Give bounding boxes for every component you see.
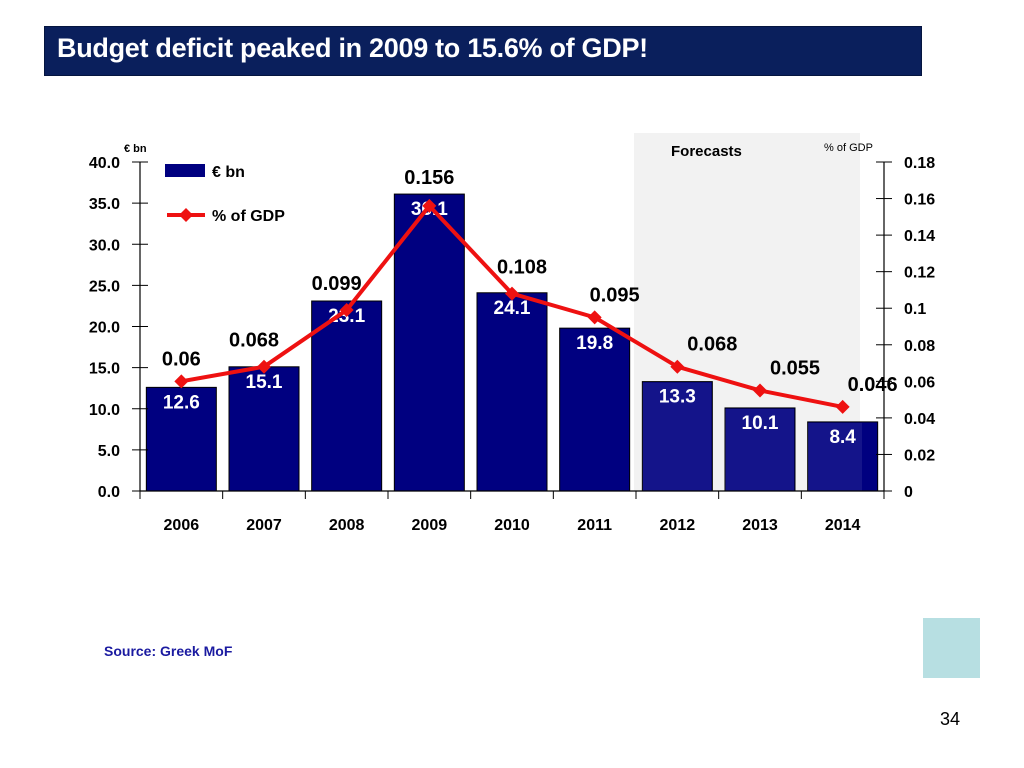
bar-value-label: 15.1: [246, 372, 283, 393]
bar-forecast-overlay: [807, 422, 862, 491]
right-axis-tick-label: 0.16: [904, 192, 935, 209]
left-axis-tick-label: 30.0: [89, 237, 120, 254]
gdp-marker-2014: [835, 399, 850, 414]
x-axis-tick-label: 2006: [164, 517, 200, 534]
bar-value-label: 19.8: [576, 333, 613, 354]
right-axis-tick-label: 0.18: [904, 155, 935, 172]
bar-2006: [145, 386, 217, 492]
legend-bar-swatch: [165, 164, 205, 177]
right-axis-tick-label: 0.06: [904, 374, 935, 391]
deficit-chart: Forecasts € bn % of GDP 0.0 5.0 10.0 15.0 20.0 2…: [89, 133, 935, 534]
gdp-marker-2007: [257, 359, 271, 374]
gdp-marker-2013: [753, 383, 767, 398]
right-axis-tick-label: 0.02: [904, 447, 935, 464]
left-axis-tick-label: 0.0: [98, 484, 120, 501]
gdp-value-label: 0.095: [590, 284, 640, 306]
x-axis-tick-label: 2013: [742, 517, 778, 534]
left-axis-tick-label: 40.0: [89, 155, 120, 172]
gdp-value-label: 0.068: [687, 334, 737, 356]
gdp-value-label: 0.156: [404, 167, 454, 189]
gdp-marker-2012: [670, 359, 685, 374]
bar-2012: [641, 381, 713, 492]
bar-2008: [311, 300, 383, 492]
right-axis-tick-label: 0.12: [904, 265, 935, 282]
left-axis-tick-label: 15.0: [89, 361, 120, 378]
x-axis-tick-label: 2012: [660, 517, 696, 534]
left-axis-tick-label: 25.0: [89, 278, 120, 295]
gdp-marker-2010: [505, 286, 519, 301]
title-bar: Budget deficit peaked in 2009 to 15.6% o…: [44, 26, 922, 76]
source-note: Source: Greek MoF: [104, 643, 233, 659]
gdp-value-label: 0.046: [848, 374, 898, 396]
gdp-value-label: 0.055: [770, 357, 820, 379]
decorative-corner-box: [923, 618, 980, 678]
bar-forecast-overlay: [725, 408, 794, 491]
left-axis-tick-label: 35.0: [89, 196, 120, 213]
left-axis-unit-label: € bn: [124, 143, 147, 155]
right-axis-tick-label: 0.04: [904, 411, 935, 428]
right-axis-unit-label: % of GDP: [824, 142, 873, 154]
bar-value-label: 10.1: [742, 413, 779, 434]
left-axis-tick-label: 20.0: [89, 320, 120, 337]
x-axis-tick-label: 2007: [246, 517, 282, 534]
x-axis-tick-label: 2009: [412, 517, 448, 534]
bar-value-label: 24.1: [494, 298, 531, 319]
bar-2009: [393, 193, 465, 492]
gdp-marker-2009: [422, 198, 437, 213]
gdp-value-label: 0.068: [229, 330, 279, 352]
bar-2007: [228, 366, 300, 492]
right-axis-tick-label: 0: [904, 484, 913, 501]
bar-2013: [724, 407, 796, 492]
page-number: 34: [940, 709, 961, 729]
forecast-label: Forecasts: [671, 143, 742, 160]
gdp-value-label: 0.108: [497, 257, 547, 279]
bar-forecast-overlay: [642, 382, 712, 491]
gdp-value-label: 0.06: [162, 348, 201, 370]
legend-line-label: % of GDP: [212, 208, 285, 225]
x-axis-tick-label: 2010: [494, 517, 530, 534]
bar-2010: [476, 292, 548, 492]
legend-bar-label: € bn: [212, 164, 245, 181]
left-axis-tick-label: 5.0: [98, 443, 120, 460]
x-axis-tick-label: 2014: [825, 517, 861, 534]
x-axis-tick-label: 2008: [329, 517, 365, 534]
gdp-value-label: 0.099: [312, 273, 362, 295]
gdp-marker-2006: [174, 374, 189, 389]
x-axis-tick-label: 2011: [577, 517, 612, 534]
left-axis-tick-label: 10.0: [89, 402, 120, 419]
gdp-marker-2011: [587, 310, 602, 325]
bar-value-label: 8.4: [829, 427, 856, 448]
legend-line-marker: [179, 208, 193, 222]
gdp-marker-2008: [339, 303, 354, 318]
right-axis-tick-label: 0.1: [904, 301, 926, 318]
bar-2011: [559, 327, 631, 492]
right-axis-tick-label: 0.08: [904, 338, 935, 355]
bar-2014: [807, 421, 879, 492]
slide-title: Budget deficit peaked in 2009 to 15.6% o…: [57, 33, 648, 63]
bar-value-label: 13.3: [659, 387, 696, 408]
bar-value-label: 12.6: [163, 392, 200, 413]
right-axis-tick-label: 0.14: [904, 228, 935, 245]
